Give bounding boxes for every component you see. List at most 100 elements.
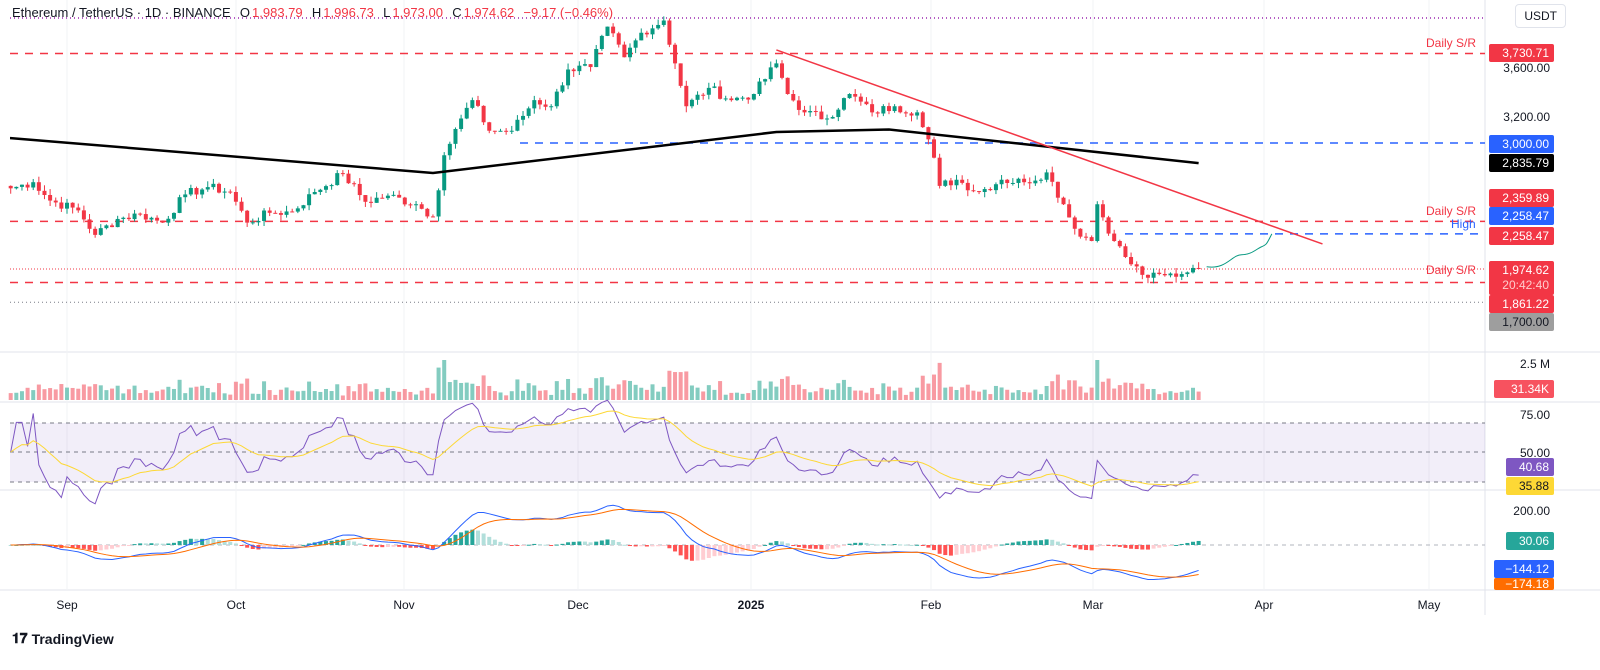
candle-body xyxy=(36,182,41,191)
candle-body xyxy=(453,128,458,144)
volume-bar xyxy=(521,390,526,400)
candle-body xyxy=(93,228,98,235)
candle-body xyxy=(273,212,278,214)
volume-bar xyxy=(791,384,796,400)
candle-body xyxy=(808,111,813,113)
volume-bar xyxy=(847,386,852,400)
macd-histogram-bar xyxy=(126,545,131,546)
currency-button[interactable]: USDT xyxy=(1515,4,1566,28)
candle-body xyxy=(886,106,891,112)
volume-bar xyxy=(1027,392,1032,400)
macd-histogram-bar xyxy=(70,545,75,549)
volume-bar xyxy=(875,394,880,400)
candle-body xyxy=(836,109,841,118)
candle-body xyxy=(515,119,520,131)
tradingview-logo[interactable]: 𝟏𝟕 TradingView xyxy=(12,630,114,647)
candle-body xyxy=(53,200,58,203)
volume-bar xyxy=(577,388,582,400)
volume-bar xyxy=(104,390,109,400)
macd-histogram-bar xyxy=(1022,541,1027,545)
volume-bar xyxy=(1185,390,1190,400)
macd-histogram-bar xyxy=(1050,539,1055,545)
candle-body xyxy=(915,112,920,116)
volume-bar xyxy=(459,382,464,400)
volume-tick: 2.5 M xyxy=(1519,357,1550,371)
volume-bar xyxy=(1038,394,1043,400)
candle-body xyxy=(436,190,441,217)
macd-histogram-bar xyxy=(554,544,559,546)
macd-histogram-bar xyxy=(1162,545,1167,547)
macd-histogram-bar xyxy=(684,545,689,560)
candle-body xyxy=(295,208,300,212)
annotation-daily-sr: Daily S/R xyxy=(1426,36,1477,50)
low-value: 1,973.00 xyxy=(392,5,443,20)
candle-body xyxy=(582,64,587,66)
macd-histogram-bar xyxy=(1196,540,1201,545)
candle-body xyxy=(222,191,227,193)
candle-body xyxy=(841,98,846,110)
candle-body xyxy=(307,194,312,206)
volume-bar xyxy=(211,392,216,400)
macd-histogram-bar xyxy=(830,545,835,549)
volume-bar xyxy=(36,384,41,400)
volume-bar xyxy=(323,388,328,400)
candle-body xyxy=(160,220,165,223)
macd-histogram-bar xyxy=(442,541,447,545)
macd-histogram-bar xyxy=(385,545,390,548)
volume-bar xyxy=(430,393,435,400)
candle-body xyxy=(622,44,627,58)
candle-body xyxy=(200,189,205,195)
candle-body xyxy=(59,202,64,209)
macd-histogram-bar xyxy=(352,541,357,545)
candle-body xyxy=(487,122,492,131)
volume-bar xyxy=(723,394,728,400)
candle-body xyxy=(177,197,182,213)
macd-histogram-bar xyxy=(1179,543,1184,545)
macd-histogram-bar xyxy=(667,545,672,549)
volume-bar xyxy=(1129,382,1134,400)
macd-histogram-bar xyxy=(695,545,700,561)
volume-bar xyxy=(149,392,154,400)
candle-body xyxy=(1123,246,1128,257)
volume-bar xyxy=(813,391,818,400)
candle-body xyxy=(1162,273,1167,276)
candle-body xyxy=(825,118,830,120)
low-label: 1,700.00 xyxy=(1489,313,1554,331)
high-red-label: 2,258.47 xyxy=(1489,227,1554,245)
symbol-name[interactable]: Ethereum / TetherUS · 1D · BINANCE xyxy=(12,5,231,20)
candle-body xyxy=(1106,217,1111,234)
volume-bar xyxy=(1095,360,1100,400)
candle-body xyxy=(870,104,875,113)
candle-body xyxy=(875,112,880,114)
volume-bar xyxy=(1044,385,1049,400)
macd-histogram-bar xyxy=(1123,545,1128,548)
volume-bar xyxy=(98,385,103,400)
macd-histogram-bar xyxy=(1016,541,1021,545)
macd-histogram-bar xyxy=(273,545,278,548)
volume-bar xyxy=(402,389,407,400)
macd-histogram-bar xyxy=(36,544,41,546)
candle-body xyxy=(881,106,886,114)
volume-bar xyxy=(611,388,616,400)
volume-bar xyxy=(1157,394,1162,400)
macd-histogram-bar xyxy=(447,538,452,545)
macd-histogram-bar xyxy=(245,545,250,548)
candle-body xyxy=(352,183,357,185)
volume-bar xyxy=(385,387,390,400)
candle-body xyxy=(1033,180,1038,184)
macd-histogram-bar xyxy=(183,539,188,545)
volume-bar xyxy=(239,383,244,400)
volume-bar xyxy=(734,392,739,400)
candle-body xyxy=(464,107,469,119)
macd-histogram-bar xyxy=(763,544,768,546)
candle-body xyxy=(171,212,176,219)
rsi-ma-label: 35.88 xyxy=(1506,477,1554,495)
volume-bar xyxy=(1016,390,1021,400)
candle-body xyxy=(892,106,897,112)
macd-histogram-bar xyxy=(813,545,818,549)
volume-bar xyxy=(1106,378,1111,400)
macd-histogram-bar xyxy=(678,545,683,556)
volume-bar xyxy=(808,392,813,400)
macd-histogram-bar xyxy=(290,545,295,547)
